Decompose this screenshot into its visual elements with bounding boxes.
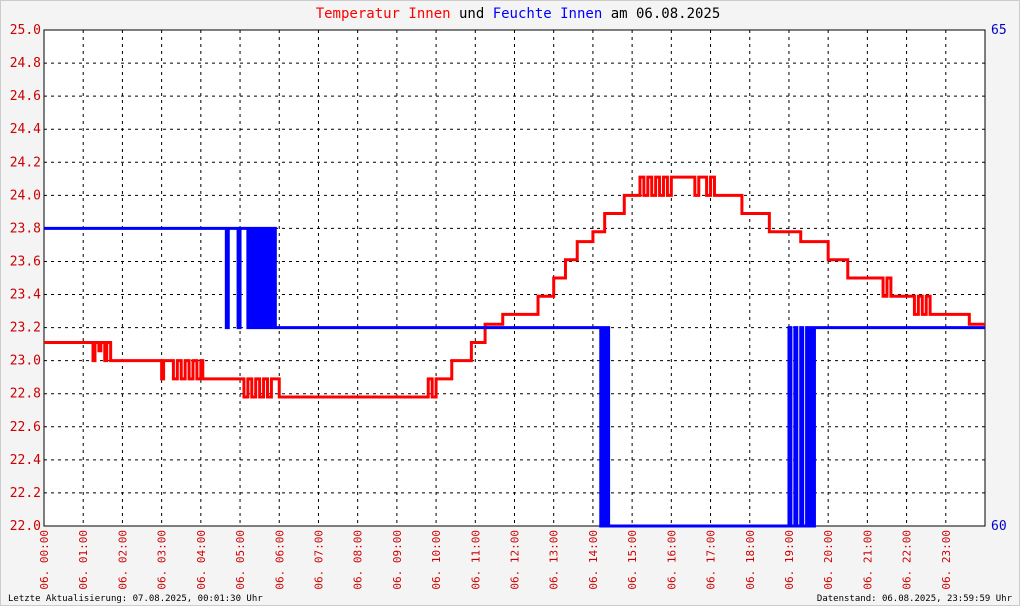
y-left-tick-label: 23.8 (10, 221, 41, 236)
x-tick-label: 06. 17:00 (705, 530, 718, 590)
x-tick-label: 06. 10:00 (430, 530, 443, 590)
x-tick-label: 06. 05:00 (234, 530, 247, 590)
y-left-tick-label: 22.8 (10, 387, 41, 402)
x-tick-label: 06. 11:00 (469, 530, 482, 590)
axes-layer: 22.0 22.2 22.4 22.6 22.8 23.0 23.2 23.4 23.6 23.8… (10, 23, 1007, 590)
x-tick-label: 06. 08:00 (352, 530, 365, 590)
y-left-tick-label: 23.0 (10, 354, 41, 369)
title-temperature: Temperatur Innen (316, 6, 451, 22)
y-left-tick-label: 22.2 (10, 486, 41, 501)
x-tick-label: 06. 07:00 (312, 530, 325, 590)
x-tick-label: 06. 19:00 (783, 530, 796, 590)
humidity-series-line (44, 226, 985, 528)
y-left-tick-label: 24.6 (10, 89, 41, 104)
x-tick-label: 06. 04:00 (195, 530, 208, 590)
y-left-tick-label: 22.6 (10, 420, 41, 435)
x-tick-label: 06. 22:00 (901, 530, 914, 590)
y-left-tick-label: 24.2 (10, 155, 41, 170)
y-left-tick-label: 23.4 (10, 288, 41, 303)
chart-title: Temperatur Innen und Feuchte Innen am 06… (316, 6, 721, 22)
x-tick-label: 06. 13:00 (548, 530, 561, 590)
title-date: am 06.08.2025 (602, 6, 720, 22)
x-tick-label: 06. 16:00 (665, 530, 678, 590)
x-tick-label: 06. 12:00 (509, 530, 522, 590)
x-tick-label: 06. 09:00 (391, 530, 404, 590)
y-left-tick-label: 22.4 (10, 453, 41, 468)
x-tick-label: 06. 20:00 (822, 530, 835, 590)
y-right-tick-label: 65 (991, 23, 1007, 38)
series-layer (44, 175, 985, 528)
x-tick-label: 06. 06:00 (273, 530, 286, 590)
x-tick-label: 06. 03:00 (156, 530, 169, 590)
y-left-tick-label: 22.0 (10, 519, 41, 534)
y-left-tick-label: 23.2 (10, 321, 41, 336)
y-left-tick-label: 24.0 (10, 188, 41, 203)
x-tick-label: 06. 00:00 (38, 530, 51, 590)
title-humidity: Feuchte Innen (493, 6, 603, 22)
temperature-series-line (44, 175, 985, 399)
y-right-tick-label: 60 (991, 519, 1007, 534)
x-tick-label: 06. 02:00 (116, 530, 129, 590)
x-tick-label: 06. 01:00 (77, 530, 90, 590)
x-tick-label: 06. 14:00 (587, 530, 600, 590)
y-left-tick-label: 25.0 (10, 23, 41, 38)
x-tick-label: 06. 18:00 (744, 530, 757, 590)
x-tick-label: 06. 15:00 (626, 530, 639, 590)
title-connector: und (451, 6, 493, 22)
x-tick-label: 06. 21:00 (861, 530, 874, 590)
x-tick-label: 06. 23:00 (940, 530, 953, 590)
y-left-tick-label: 24.4 (10, 122, 41, 137)
y-left-tick-label: 24.8 (10, 56, 41, 71)
footer-data-status: Datenstand: 06.08.2025, 23:59:59 Uhr (817, 594, 1013, 604)
y-left-tick-label: 23.6 (10, 254, 41, 269)
footer-last-update: Letzte Aktualisierung: 07.08.2025, 00:01… (8, 594, 263, 604)
